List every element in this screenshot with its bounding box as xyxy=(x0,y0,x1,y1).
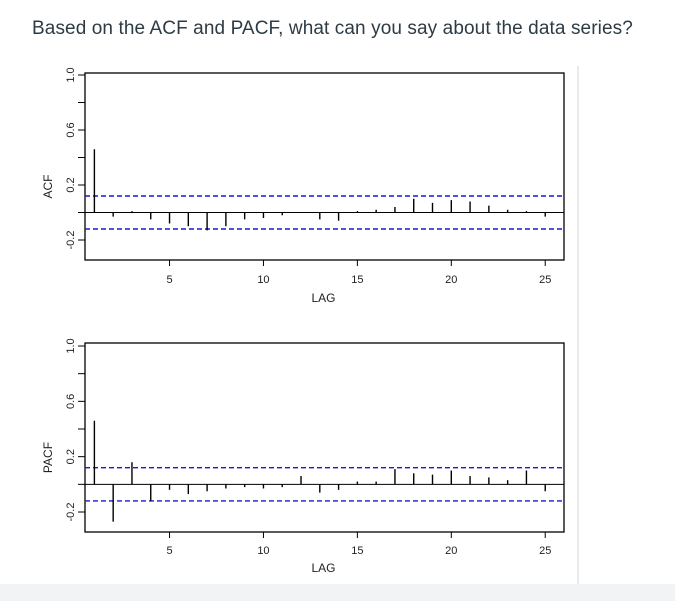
y-axis-title: PACF xyxy=(41,442,55,473)
y-tick-label: -0.2 xyxy=(65,503,77,522)
x-tick-label: 10 xyxy=(257,274,269,286)
y-tick-label: 0.6 xyxy=(65,394,77,409)
y-tick-label: 0.2 xyxy=(65,449,77,464)
bottom-strip xyxy=(0,584,675,601)
y-tick-label: 0.6 xyxy=(65,122,77,137)
question-text: Based on the ACF and PACF, what can you … xyxy=(32,18,633,39)
plot-frame xyxy=(84,342,565,533)
x-axis-title: LAG xyxy=(311,561,335,575)
x-tick-label: 10 xyxy=(257,545,269,557)
x-tick-label: 25 xyxy=(539,274,551,286)
x-tick-label: 25 xyxy=(539,545,551,557)
x-tick-label: 5 xyxy=(166,274,172,286)
y-tick-label: 1.0 xyxy=(65,338,77,353)
x-tick-label: 20 xyxy=(445,274,457,286)
y-axis-title: ACF xyxy=(41,175,55,199)
x-tick-label: 5 xyxy=(166,545,172,557)
acf-plot: -0.2 0.2 0.6 1.0 ACF 5 10 15 20 25 LAG xyxy=(41,67,565,305)
plot-frame xyxy=(84,72,565,261)
y-tick-label: -0.2 xyxy=(65,231,77,250)
x-tick-label: 15 xyxy=(351,274,363,286)
x-axis-title: LAG xyxy=(311,291,335,305)
x-tick-label: 20 xyxy=(445,545,457,557)
pacf-plot: -0.2 0.2 0.6 1.0 PACF 5 10 15 20 25 LAG xyxy=(41,338,565,575)
y-tick-label: 1.0 xyxy=(65,67,77,82)
y-tick-label: 0.2 xyxy=(65,177,77,192)
x-tick-label: 15 xyxy=(351,545,363,557)
